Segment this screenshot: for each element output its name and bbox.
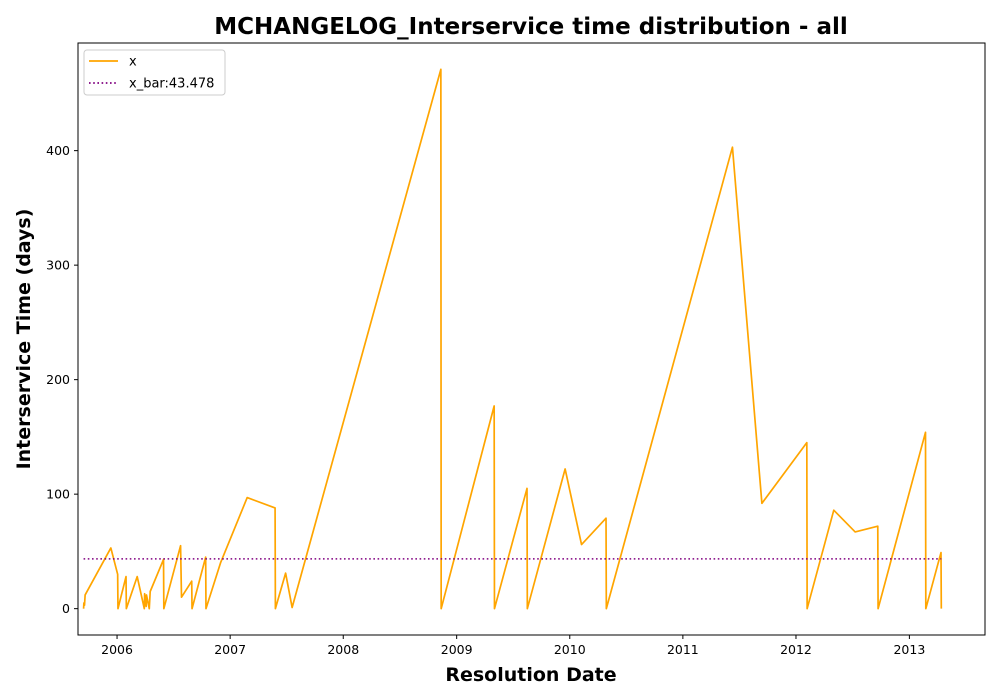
legend: x x_bar:43.478 [83,49,226,96]
x-tick-label: 2010 [554,642,586,657]
plot-frame [77,42,986,636]
legend-label: x [129,55,137,70]
x-tick-label: 2007 [214,642,246,657]
x-tick-label: 2011 [667,642,699,657]
y-tick-label: 100 [46,487,70,502]
y-tick-label: 0 [62,601,70,616]
legend-frame [83,49,226,96]
y-axis-label: Interservice Time (days) [13,209,35,470]
x-tick-label: 2013 [893,642,925,657]
x-axis-label: Resolution Date [445,664,616,686]
x-tick-label: 2008 [327,642,359,657]
series-line-x [82,68,943,610]
x-tick-label: 2012 [780,642,812,657]
legend-label: x_bar:43.478 [129,77,214,92]
x-tick-label: 2009 [441,642,473,657]
y-tick-label: 200 [46,372,70,387]
plot-area [77,42,986,636]
plot-background [78,43,985,635]
x-tick-label: 2006 [101,642,133,657]
chart-title: MCHANGELOG_Interservice time distributio… [214,14,848,40]
y-tick-label: 300 [46,258,70,273]
x-axis: 2006 2007 2008 2009 2010 2011 2012 2013 [101,635,925,657]
series-layer [82,68,943,610]
y-axis: 0 100 200 300 400 [46,143,78,616]
y-tick-label: 400 [46,143,70,158]
